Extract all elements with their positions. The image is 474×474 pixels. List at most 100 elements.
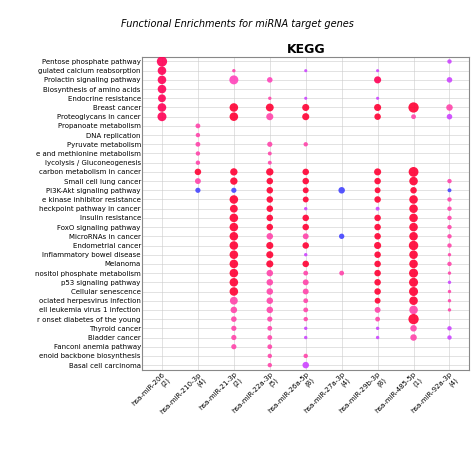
- Point: [410, 196, 417, 203]
- Point: [302, 233, 310, 240]
- Point: [374, 334, 382, 341]
- Point: [410, 315, 417, 323]
- Point: [158, 58, 166, 65]
- Point: [158, 113, 166, 120]
- Point: [302, 297, 310, 304]
- Point: [410, 334, 417, 341]
- Point: [230, 306, 237, 314]
- Point: [266, 76, 273, 84]
- Point: [410, 168, 417, 176]
- Point: [446, 269, 453, 277]
- Point: [302, 113, 310, 120]
- Point: [230, 334, 237, 341]
- Point: [446, 288, 453, 295]
- Point: [374, 297, 382, 304]
- Point: [446, 186, 453, 194]
- Point: [230, 168, 237, 176]
- Point: [194, 150, 202, 157]
- Point: [230, 251, 237, 258]
- Point: [266, 168, 273, 176]
- Point: [374, 223, 382, 231]
- Point: [266, 104, 273, 111]
- Point: [374, 94, 382, 102]
- Point: [302, 67, 310, 74]
- Point: [374, 186, 382, 194]
- Point: [374, 177, 382, 185]
- Point: [302, 205, 310, 212]
- Point: [266, 315, 273, 323]
- Point: [410, 306, 417, 314]
- Point: [230, 269, 237, 277]
- Point: [266, 223, 273, 231]
- Point: [410, 223, 417, 231]
- Point: [374, 315, 382, 323]
- Point: [302, 325, 310, 332]
- Point: [230, 297, 237, 304]
- Point: [230, 325, 237, 332]
- Point: [230, 214, 237, 222]
- Point: [302, 251, 310, 258]
- Point: [446, 76, 453, 84]
- Point: [194, 186, 202, 194]
- Point: [410, 233, 417, 240]
- Point: [302, 94, 310, 102]
- Point: [302, 186, 310, 194]
- Point: [266, 325, 273, 332]
- Point: [374, 325, 382, 332]
- Point: [410, 260, 417, 268]
- Point: [302, 306, 310, 314]
- Title: KEGG: KEGG: [286, 43, 325, 56]
- Point: [230, 177, 237, 185]
- Point: [266, 288, 273, 295]
- Point: [446, 325, 453, 332]
- Point: [194, 131, 202, 139]
- Point: [446, 205, 453, 212]
- Point: [266, 186, 273, 194]
- Point: [266, 260, 273, 268]
- Point: [302, 242, 310, 249]
- Point: [266, 279, 273, 286]
- Point: [410, 251, 417, 258]
- Point: [374, 306, 382, 314]
- Point: [374, 288, 382, 295]
- Point: [230, 223, 237, 231]
- Point: [410, 186, 417, 194]
- Point: [158, 85, 166, 93]
- Point: [266, 94, 273, 102]
- Point: [266, 233, 273, 240]
- Point: [230, 343, 237, 350]
- Point: [338, 186, 346, 194]
- Point: [230, 242, 237, 249]
- Text: Functional Enrichments for miRNA target genes: Functional Enrichments for miRNA target …: [120, 19, 354, 29]
- Point: [302, 260, 310, 268]
- Point: [302, 279, 310, 286]
- Point: [302, 177, 310, 185]
- Point: [302, 104, 310, 111]
- Point: [446, 233, 453, 240]
- Point: [374, 168, 382, 176]
- Point: [266, 205, 273, 212]
- Point: [194, 168, 202, 176]
- Point: [230, 233, 237, 240]
- Point: [410, 325, 417, 332]
- Point: [302, 269, 310, 277]
- Point: [230, 186, 237, 194]
- Point: [266, 352, 273, 360]
- Point: [374, 214, 382, 222]
- Point: [374, 242, 382, 249]
- Point: [230, 196, 237, 203]
- Point: [410, 288, 417, 295]
- Point: [374, 76, 382, 84]
- Point: [338, 233, 346, 240]
- Point: [158, 76, 166, 84]
- Point: [158, 104, 166, 111]
- Point: [374, 67, 382, 74]
- Point: [446, 113, 453, 120]
- Point: [194, 177, 202, 185]
- Point: [410, 279, 417, 286]
- Point: [230, 260, 237, 268]
- Point: [410, 297, 417, 304]
- Point: [230, 288, 237, 295]
- Point: [374, 251, 382, 258]
- Point: [158, 67, 166, 74]
